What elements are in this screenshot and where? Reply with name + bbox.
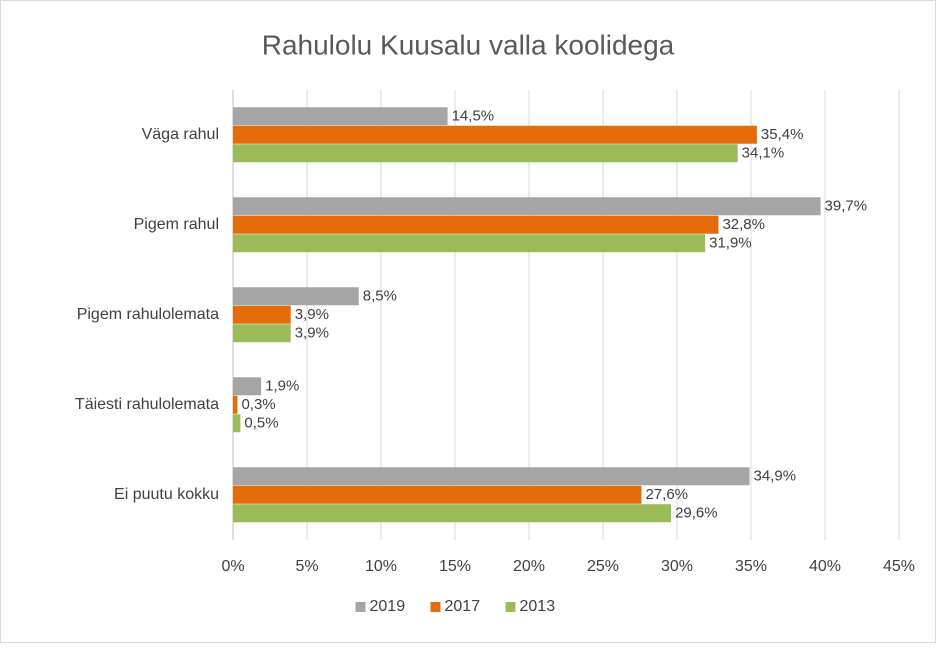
legend-swatch	[355, 602, 366, 612]
bar	[233, 215, 719, 234]
x-tick-label: 0%	[221, 558, 244, 575]
data-label: 3,9%	[295, 324, 329, 341]
data-label: 32,8%	[722, 216, 765, 233]
bar	[233, 305, 291, 324]
data-label: 34,1%	[742, 144, 785, 161]
x-tick-label: 5%	[295, 558, 318, 575]
y-tick-label: Pigem rahulolemata	[77, 306, 219, 323]
data-label: 0,5%	[244, 414, 278, 431]
y-tick-label: Väga rahul	[142, 126, 219, 143]
x-tick-label: 15%	[439, 558, 471, 575]
bar	[233, 144, 738, 163]
x-tick-label: 10%	[365, 558, 397, 575]
data-label: 14,5%	[452, 107, 495, 124]
data-label: 27,6%	[645, 486, 688, 503]
x-tick-label: 20%	[513, 558, 545, 575]
y-tick-label: Ei puutu kokku	[114, 486, 219, 503]
bar	[233, 377, 262, 396]
bar	[233, 197, 821, 216]
data-label: 0,3%	[241, 396, 275, 413]
data-label: 31,9%	[709, 234, 752, 251]
x-tick-label: 35%	[735, 558, 767, 575]
legend-swatch	[505, 602, 516, 612]
bar	[233, 287, 359, 306]
data-label: 1,9%	[265, 377, 299, 394]
legend-label: 2019	[370, 598, 406, 615]
x-tick-label: 45%	[883, 558, 915, 575]
data-label: 8,5%	[363, 287, 397, 304]
y-tick-label: Täiesti rahulolemata	[75, 396, 219, 413]
x-tick-label: 40%	[809, 558, 841, 575]
legend-label: 2017	[445, 598, 481, 615]
legend-swatch	[430, 602, 441, 612]
bar	[233, 324, 291, 343]
bar	[233, 504, 672, 523]
x-tick-label: 30%	[661, 558, 693, 575]
bar	[233, 395, 238, 414]
data-label: 34,9%	[754, 467, 797, 484]
legend-label: 2013	[520, 598, 556, 615]
bar	[233, 467, 750, 486]
bar	[233, 107, 448, 126]
bar	[233, 125, 757, 144]
chart-title: Rahulolu Kuusalu valla koolidega	[262, 29, 675, 60]
bar	[233, 234, 706, 253]
data-label: 29,6%	[675, 504, 718, 521]
data-label: 39,7%	[825, 197, 868, 214]
x-tick-label: 25%	[587, 558, 619, 575]
bar	[233, 485, 642, 504]
bar	[233, 414, 241, 433]
data-label: 3,9%	[295, 306, 329, 323]
data-label: 35,4%	[761, 126, 804, 143]
y-tick-label: Pigem rahul	[134, 216, 219, 233]
